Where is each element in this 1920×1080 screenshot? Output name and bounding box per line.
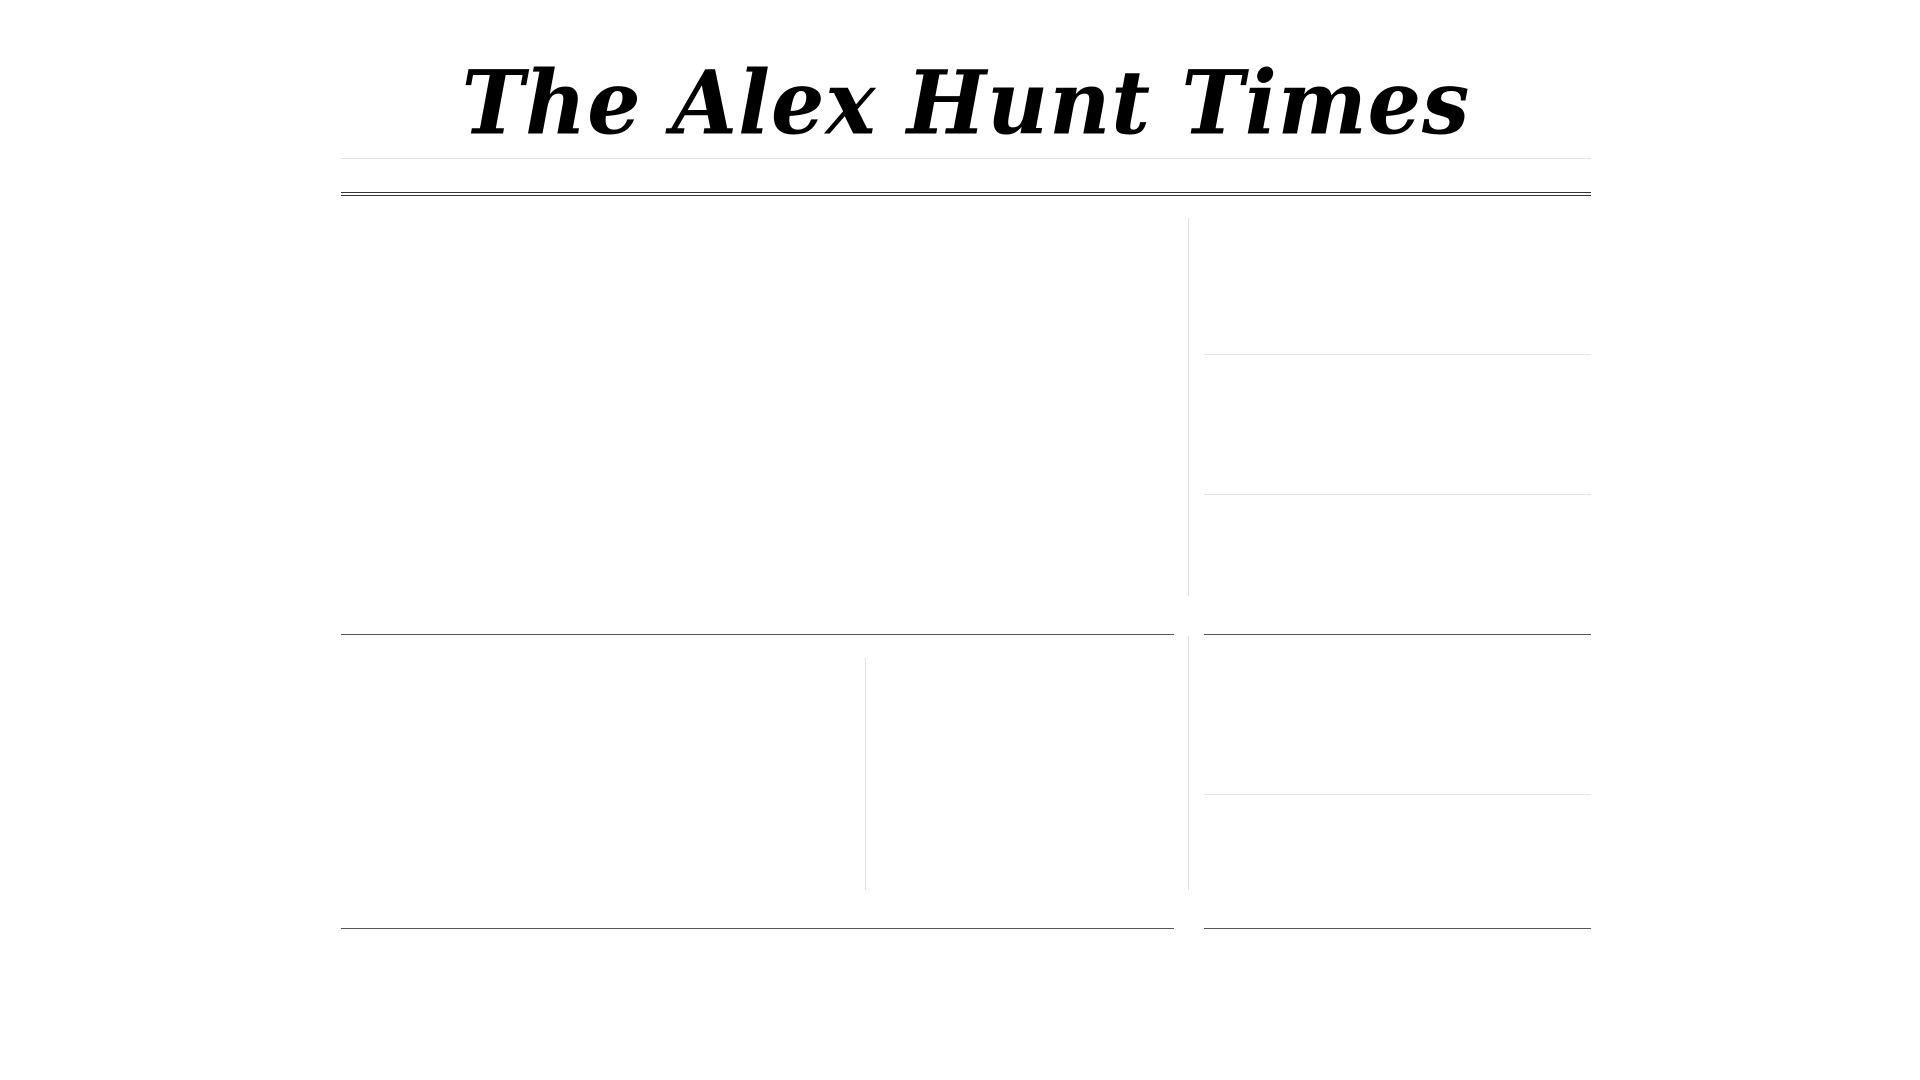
section-rule-right [1204,634,1591,635]
bottom-rule-left [341,928,1174,929]
sidebar-story-4 [1204,636,1591,794]
masthead-double-rule [341,192,1591,196]
secondary-story-block [882,658,1174,890]
sidebar-divider-1 [1204,354,1591,355]
sidebar-story-1 [1204,218,1591,352]
middle-column-divider [1188,636,1189,890]
sidebar-story-5 [1204,796,1591,890]
section-rule-left [341,634,1174,635]
feature-story-block [341,658,861,890]
sidebar-story-2 [1204,356,1591,492]
sidebar-divider-3 [1204,794,1591,795]
masthead-divider [341,158,1591,159]
sidebar-story-3 [1204,496,1591,596]
bottom-rule-right [1204,928,1591,929]
sidebar-divider-2 [1204,494,1591,495]
lead-story-block [341,218,1166,596]
feature-column-divider [865,658,866,890]
masthead-title[interactable]: The Alex Hunt Times [461,50,1471,155]
lead-column-divider [1188,218,1189,596]
